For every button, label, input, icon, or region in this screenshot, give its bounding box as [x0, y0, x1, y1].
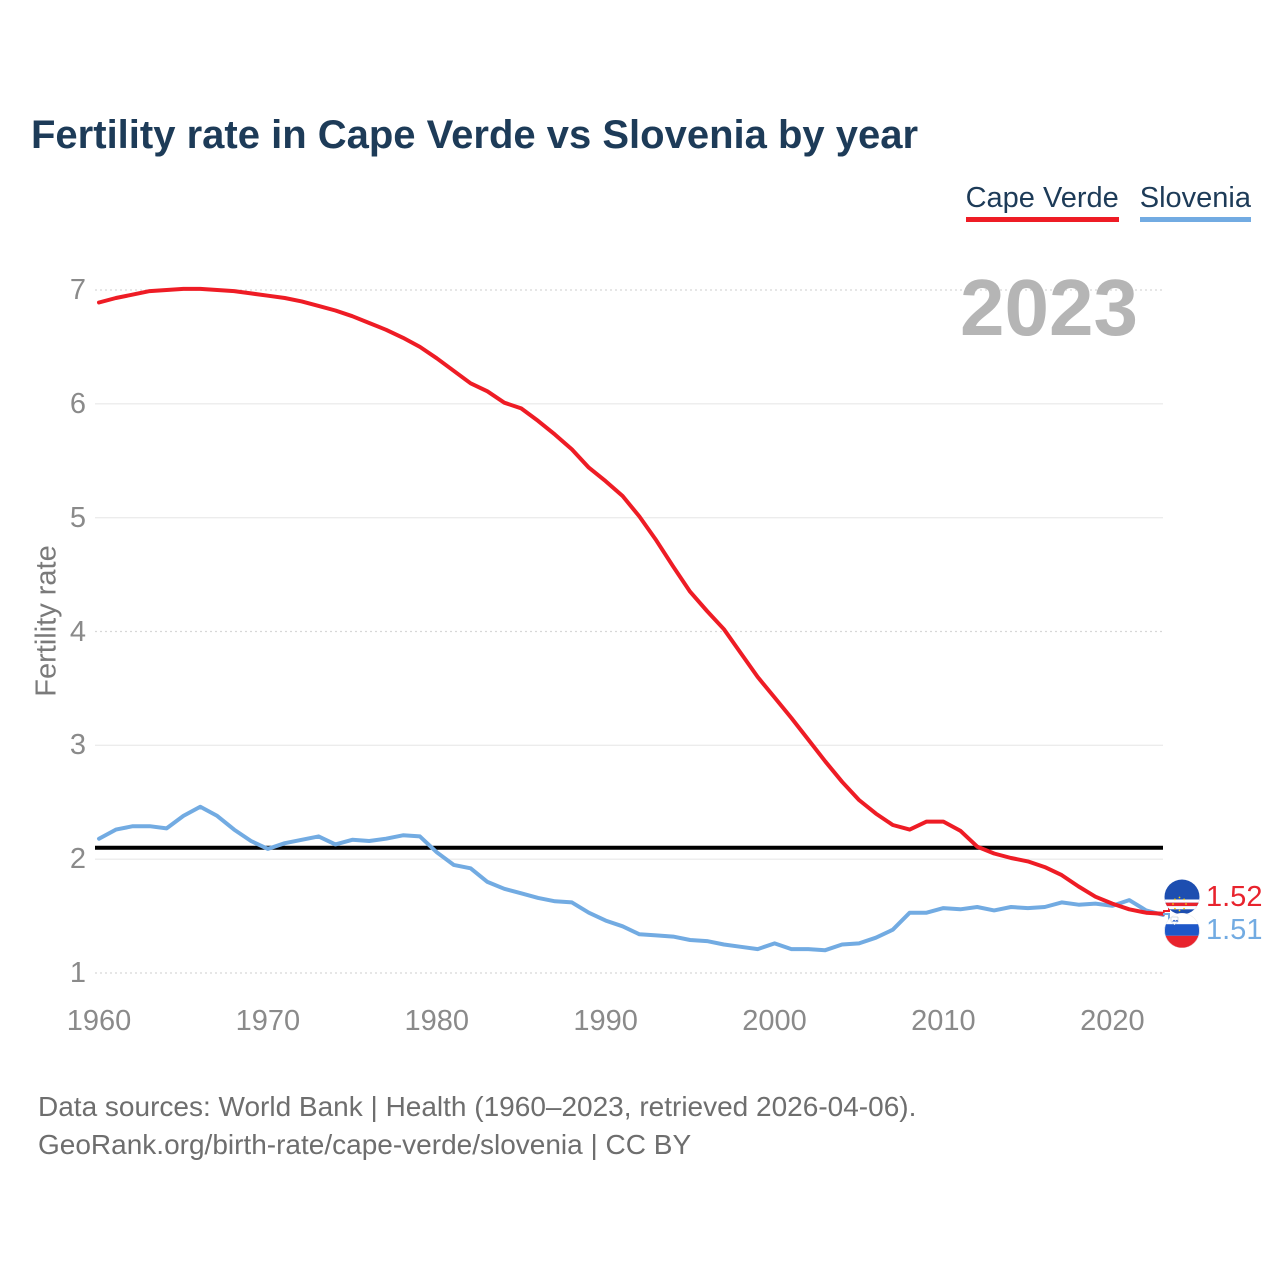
legend-item-slovenia[interactable]: Slovenia — [1139, 183, 1251, 222]
cape-verde-line — [97, 286, 1165, 916]
footer-sources-line: Data sources: World Bank | Health (1960–… — [38, 1091, 917, 1122]
x-tick-2020: 2020 — [1080, 1005, 1145, 1037]
footer: Data sources: World Bank | Health (1960–… — [38, 1088, 916, 1164]
x-tick-1960: 1960 — [66, 1005, 132, 1037]
slovenia-flag-icon — [1164, 913, 1200, 948]
y-tick-5: 5 — [69, 501, 86, 534]
y-tick-4: 4 — [69, 615, 86, 648]
x-tick-1980: 1980 — [404, 1005, 470, 1037]
page-title: Fertility rate in Cape Verde vs Slovenia… — [31, 113, 919, 157]
x-tick-2000: 2000 — [742, 1005, 807, 1037]
y-tick-6: 6 — [69, 387, 86, 420]
legend: Cape Verde Slovenia — [965, 183, 1251, 222]
footer-attribution-line: GeoRank.org/birth-rate/cape-verde/sloven… — [38, 1129, 692, 1160]
end-value-cape-verde: 1.52 — [1206, 881, 1263, 913]
x-tick-1970: 1970 — [235, 1005, 301, 1037]
y-tick-2: 2 — [69, 843, 86, 876]
year-watermark: 2023 — [960, 263, 1138, 352]
y-tick-1: 1 — [69, 957, 86, 989]
gridlines — [95, 289, 1163, 974]
end-value-slovenia: 1.51 — [1206, 914, 1263, 946]
y-tick-3: 3 — [69, 729, 86, 762]
y-tick-7: 7 — [69, 274, 86, 306]
x-tick-2010: 2010 — [911, 1005, 976, 1037]
cape-verde-flag-icon — [1164, 879, 1200, 915]
slovenia-line — [97, 804, 1165, 953]
legend-item-cape-verde[interactable]: Cape Verde — [965, 183, 1119, 222]
x-tick-1990: 1990 — [573, 1005, 638, 1037]
